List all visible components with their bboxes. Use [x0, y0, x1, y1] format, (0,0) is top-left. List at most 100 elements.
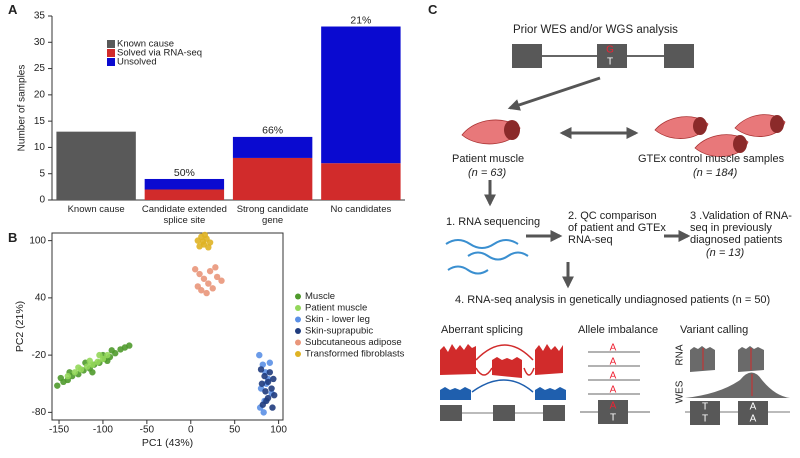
genotype: T	[702, 414, 708, 425]
method-title: Aberrant splicing	[441, 324, 523, 336]
scatter-point	[212, 264, 219, 271]
scatter-point	[213, 273, 221, 281]
scatter-point	[89, 369, 96, 376]
scatter-point	[191, 266, 199, 273]
legend-swatch	[295, 328, 301, 334]
step-n: (n = 13)	[706, 247, 745, 259]
y-tick-label: 0	[39, 195, 45, 206]
y-tick-label: 35	[34, 11, 46, 22]
diagram-title: Prior WES and/or WGS analysis	[513, 24, 678, 36]
x-tick-label: No candidates	[330, 204, 392, 215]
y-tick-label: 40	[35, 293, 47, 304]
track-label: WES	[675, 380, 686, 403]
x-tick-label: -100	[93, 425, 113, 436]
y-tick-label: 10	[34, 142, 46, 153]
diagram-label: Patient muscle	[452, 153, 525, 165]
step: 3 .Validation of RNA-seq in previously d…	[690, 210, 792, 246]
allele-read: A	[610, 371, 617, 382]
scatter-point	[94, 358, 101, 366]
diagram-label: (n = 184)	[693, 167, 738, 179]
legend-swatch	[295, 351, 301, 357]
bar-label: 66%	[262, 125, 283, 137]
scatter-point	[126, 342, 133, 349]
scatter-point	[205, 280, 212, 287]
step: 4. RNA-seq analysis in genetically undia…	[455, 294, 771, 306]
scatter-point	[194, 283, 202, 290]
legend-swatch	[295, 316, 301, 323]
bar-segment	[321, 163, 401, 200]
x-axis-label: PC1 (43%)	[142, 437, 193, 449]
bar-label: 50%	[174, 167, 195, 179]
y-tick-label: 15	[34, 116, 46, 127]
scatter-point	[75, 364, 82, 371]
legend-label: Patient muscle	[305, 303, 367, 314]
legend-label: Solved via RNA-seq	[117, 48, 202, 59]
scatter-point	[205, 244, 212, 251]
legend-swatch	[295, 305, 301, 311]
scatter-point	[259, 401, 266, 408]
scatter-point	[199, 238, 207, 245]
scatter-point	[203, 289, 210, 297]
scatter-point	[54, 382, 61, 389]
x-tick-label: Candidate extended splice site	[141, 204, 227, 226]
scatter-point	[261, 372, 268, 380]
legend-label: Muscle	[305, 291, 335, 302]
splicing-illustration	[440, 344, 566, 421]
scatter-point	[64, 372, 72, 380]
legend-label: Skin-suprapubic	[305, 326, 373, 337]
x-tick-label: 50	[229, 425, 241, 436]
scatter-point	[209, 285, 216, 292]
scatter-point	[266, 359, 274, 366]
scatter-point	[206, 267, 214, 275]
legend-label: Known cause	[117, 39, 174, 50]
scatter-point	[104, 351, 111, 359]
x-tick-label: -50	[140, 425, 155, 436]
legend-swatch	[107, 40, 115, 48]
scatter-point	[201, 231, 209, 239]
gene-model	[512, 44, 694, 68]
allele-read: A	[610, 385, 617, 396]
step: 1. RNA sequencing	[446, 216, 541, 228]
x-tick-label: Strong candidate gene	[236, 204, 309, 226]
x-tick-label: Known cause	[67, 204, 125, 215]
genotype: T	[702, 402, 708, 413]
y-tick-label: 20	[34, 89, 46, 100]
allele-genotype: T	[610, 413, 616, 424]
diagram-label: GTEx control muscle samples	[638, 153, 785, 165]
y-axis-label: PC2 (21%)	[14, 301, 26, 352]
bar-segment	[232, 157, 313, 200]
allele-read: A	[610, 357, 617, 368]
legend-label: Transformed fibroblasts	[305, 349, 405, 360]
bar-segment	[144, 189, 225, 200]
genotype: A	[750, 402, 757, 413]
x-tick-label: 100	[270, 425, 287, 436]
step: 2. QC comparison of patient and GTEx RNA…	[568, 210, 666, 246]
scatter-point	[258, 380, 266, 387]
legend-label: Unsolved	[117, 57, 157, 68]
allele-read: A	[610, 343, 617, 354]
bar-segment	[56, 131, 136, 200]
method-title: Allele imbalance	[578, 324, 659, 336]
scatter-point	[271, 391, 278, 399]
allele-illustration	[580, 351, 650, 424]
panel-label: B	[8, 230, 18, 245]
scatter-point	[266, 369, 274, 376]
track-label: RNA	[675, 344, 686, 365]
variant-illustration	[685, 346, 790, 425]
scatter-point	[83, 363, 91, 370]
legend-swatch	[295, 293, 301, 300]
legend-label: Subcutaneous adipose	[305, 337, 402, 348]
scatter-point	[269, 404, 276, 411]
plot-frame	[51, 232, 284, 421]
y-axis-label: Number of samples	[17, 65, 28, 152]
y-tick-label: 30	[34, 37, 46, 48]
scatter-point	[218, 277, 225, 284]
scatter-point	[200, 275, 208, 282]
y-tick-label: 5	[39, 168, 45, 179]
variant-ref: G	[606, 45, 614, 56]
scatter-point	[256, 351, 263, 359]
scatter-point	[71, 369, 79, 376]
genotype: A	[750, 414, 757, 425]
scatter-point	[86, 357, 93, 365]
